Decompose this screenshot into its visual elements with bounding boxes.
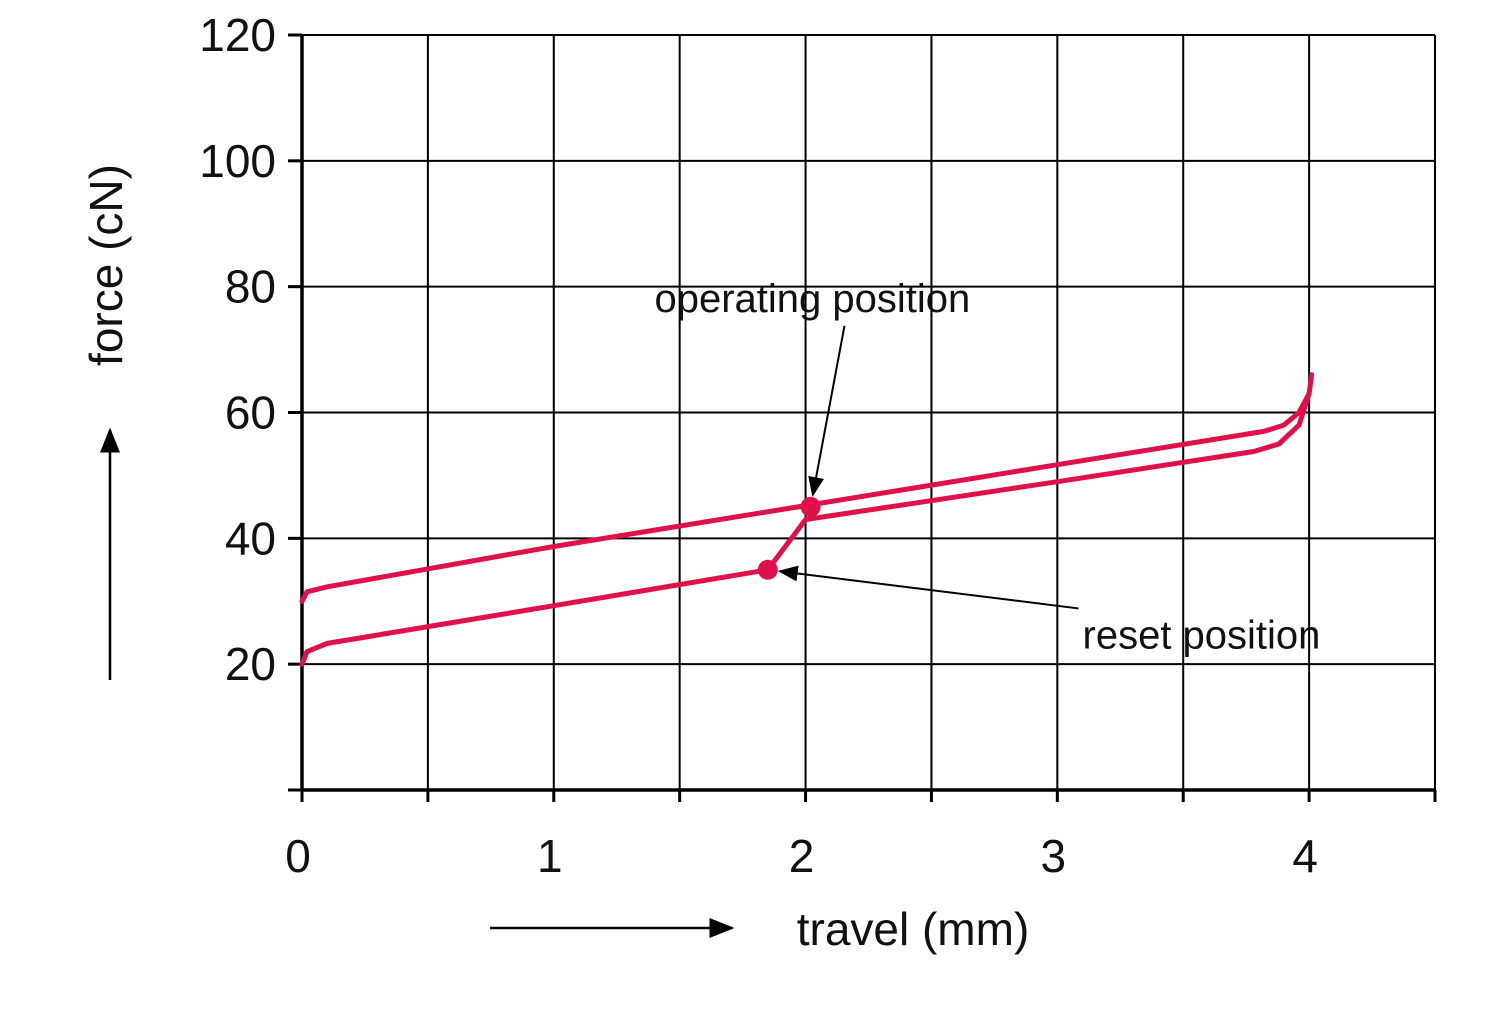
markers — [757, 496, 821, 580]
y-tick-label: 80 — [225, 261, 276, 313]
x-tick-label: 3 — [1041, 830, 1067, 882]
x-tick-label: 2 — [789, 830, 815, 882]
grid — [302, 34, 1436, 790]
y-tick-label: 120 — [199, 9, 276, 61]
position-marker — [800, 496, 821, 517]
tick-labels: 20 40 60 80 100 120 0 1 2 3 4 — [199, 9, 1318, 882]
annotation-label: operating position — [654, 277, 970, 321]
annotations: operating position reset position — [654, 277, 1320, 658]
series-group — [299, 372, 1315, 667]
x-tick-label: 0 — [285, 830, 311, 882]
x-axis-label: travel (mm) — [797, 903, 1030, 955]
position-marker — [757, 559, 778, 580]
axes — [288, 33, 1437, 802]
y-axis-label: force (cN) — [80, 164, 132, 366]
y-tick-label: 40 — [225, 512, 276, 564]
y-tick-label: 60 — [225, 387, 276, 439]
annotation-arrow — [777, 565, 1079, 610]
series-line — [299, 391, 1312, 667]
y-tick-label: 100 — [199, 135, 276, 187]
series-line — [299, 372, 1315, 604]
x-tick-label: 4 — [1292, 830, 1318, 882]
annotation-label: reset position — [1083, 613, 1321, 657]
x-tick-label: 1 — [537, 830, 563, 882]
annotation-arrow — [808, 325, 846, 498]
y-tick-label: 20 — [225, 638, 276, 690]
